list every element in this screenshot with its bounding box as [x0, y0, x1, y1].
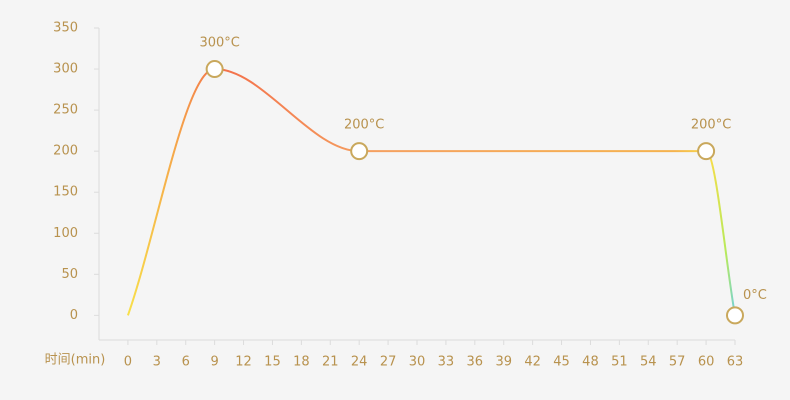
y-tick-label: 0	[70, 308, 78, 323]
x-tick-label: 45	[553, 355, 570, 370]
point-marker	[726, 306, 744, 325]
x-tick-label: 3	[153, 355, 161, 370]
x-tick-label: 24	[351, 355, 368, 370]
value-label: 300°C	[199, 36, 239, 51]
x-tick-label: 30	[409, 355, 426, 370]
x-tick-label: 36	[467, 355, 484, 370]
x-tick-label: 60	[698, 355, 715, 370]
x-axis-label: 时间(min)	[45, 353, 106, 368]
x-tick-label: 54	[640, 355, 657, 370]
x-tick-label: 6	[182, 355, 190, 370]
x-tick-label: 21	[322, 355, 339, 370]
x-tick-label: 48	[582, 355, 599, 370]
y-tick-label: 350	[53, 21, 78, 36]
y-tick-label: 150	[53, 185, 78, 200]
y-tick-label: 300	[53, 62, 78, 77]
x-tick-label: 51	[611, 355, 628, 370]
x-tick-label: 0	[124, 355, 132, 370]
value-label: 0°C	[743, 288, 767, 303]
point-marker	[350, 142, 369, 161]
x-tick-label: 63	[727, 355, 744, 370]
x-tick-label: 33	[438, 355, 455, 370]
x-tick-label: 12	[235, 355, 252, 370]
y-tick-label: 50	[61, 267, 78, 282]
x-tick-label: 57	[669, 355, 686, 370]
x-tick-label: 39	[495, 355, 512, 370]
x-tick-label: 15	[264, 355, 281, 370]
value-label: 200°C	[691, 118, 731, 133]
line	[126, 68, 736, 316]
point-marker	[697, 142, 716, 161]
y-tick-label: 100	[53, 226, 78, 241]
x-tick-label: 18	[293, 355, 310, 370]
y-tick-label: 200	[53, 144, 78, 159]
x-tick-label: 42	[524, 355, 541, 370]
value-label: 200°C	[344, 118, 384, 133]
x-tick-label: 9	[210, 355, 218, 370]
point-marker	[205, 60, 224, 79]
x-tick-label: 27	[380, 355, 397, 370]
y-tick-label: 250	[53, 103, 78, 118]
